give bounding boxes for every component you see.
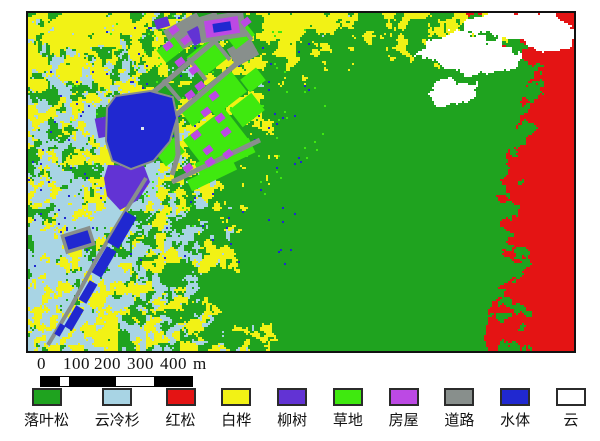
legend-label-water: 水体 bbox=[500, 413, 531, 429]
classification-map bbox=[26, 11, 576, 353]
scale-bar-segment bbox=[60, 377, 69, 386]
legend-swatch-cloud bbox=[555, 388, 586, 406]
legend-label-larch: 落叶松 bbox=[24, 413, 70, 429]
legend-swatch-koreanpine bbox=[165, 388, 196, 406]
legend-swatch-sprucefir bbox=[102, 388, 133, 406]
legend-item-grass: 草地 bbox=[332, 388, 363, 430]
scale-bar-segment bbox=[69, 377, 78, 386]
legend-item-sprucefir: 云冷杉 bbox=[95, 388, 140, 430]
legend-swatch-willow bbox=[277, 388, 308, 406]
legend-item-birch: 白桦 bbox=[221, 388, 251, 430]
legend-swatch-birch bbox=[221, 388, 252, 406]
legend-swatch-water bbox=[500, 388, 531, 406]
scale-unit-label: m bbox=[193, 354, 207, 373]
scale-bar-segment bbox=[154, 377, 192, 386]
legend-swatch-larch bbox=[31, 388, 62, 406]
scale-bar-segment bbox=[78, 377, 116, 386]
scale-tick-100: 100 bbox=[63, 354, 90, 373]
scale-bar-graphic bbox=[40, 376, 193, 387]
legend-item-cloud: 云 bbox=[555, 388, 586, 430]
legend-swatch-house bbox=[388, 388, 419, 406]
legend-label-cloud: 云 bbox=[563, 413, 579, 429]
legend-label-birch: 白桦 bbox=[221, 413, 252, 429]
scale-tick-300: 300 bbox=[127, 354, 154, 373]
scale-tick-400: 400 bbox=[160, 354, 187, 373]
legend-label-road: 道路 bbox=[444, 413, 475, 429]
scale-bar: 0 100 200 300 400 m bbox=[30, 354, 250, 394]
legend-item-house: 房屋 bbox=[388, 388, 419, 430]
legend-swatch-road bbox=[444, 388, 475, 406]
legend-label-sprucefir: 云冷杉 bbox=[94, 413, 140, 429]
scale-tick-200: 200 bbox=[94, 354, 121, 373]
legend-label-house: 房屋 bbox=[388, 413, 419, 429]
legend-label-koreanpine: 红松 bbox=[165, 413, 196, 429]
legend-label-willow: 柳树 bbox=[277, 413, 308, 429]
legend-item-koreanpine: 红松 bbox=[165, 388, 196, 430]
scale-tick-0: 0 bbox=[37, 354, 46, 373]
legend-label-grass: 草地 bbox=[332, 413, 363, 429]
scale-bar-segment bbox=[41, 377, 60, 386]
legend: 落叶松 云冷杉 红松 白桦 柳树 草地 房屋 道路 水体 云 bbox=[24, 388, 586, 434]
legend-item-water: 水体 bbox=[500, 388, 530, 430]
legend-item-larch: 落叶松 bbox=[24, 388, 69, 430]
legend-swatch-grass bbox=[332, 388, 363, 406]
legend-item-road: 道路 bbox=[444, 388, 474, 430]
scale-bar-segment bbox=[116, 377, 154, 386]
classification-map-canvas bbox=[28, 13, 574, 351]
legend-item-willow: 柳树 bbox=[277, 388, 307, 430]
